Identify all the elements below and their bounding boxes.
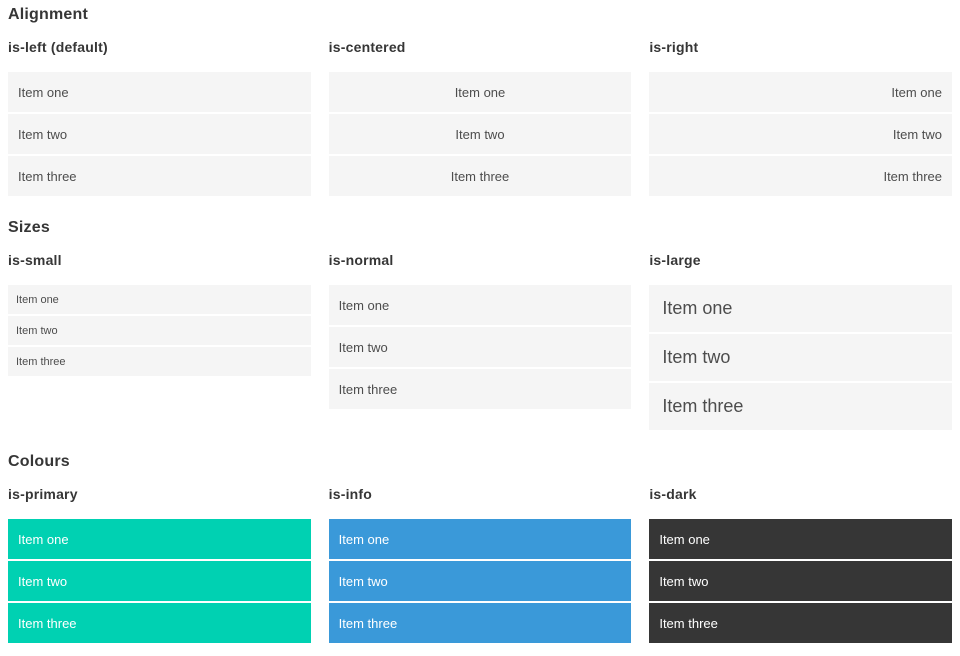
list-item: Item one bbox=[649, 72, 952, 112]
list-is-normal: Item one Item two Item three bbox=[328, 285, 632, 409]
list-group-is-normal: is-normal Item one Item two Item three bbox=[328, 252, 632, 409]
list-item: Item one bbox=[328, 72, 632, 112]
list-item: Item two bbox=[8, 561, 311, 601]
list-item: Item two bbox=[649, 334, 952, 381]
list-group-is-centered: is-centered Item one Item two Item three bbox=[328, 39, 632, 196]
group-title: is-info bbox=[328, 486, 373, 502]
list-item: Item three bbox=[328, 369, 632, 409]
list-item: Item one bbox=[8, 285, 311, 314]
alignment-grid: is-left (default) Item one Item two Item… bbox=[8, 39, 952, 196]
list-item: Item two bbox=[328, 561, 632, 601]
sizes-grid: is-small Item one Item two Item three is… bbox=[8, 252, 952, 430]
list-item: Item one bbox=[328, 285, 632, 325]
group-title: is-dark bbox=[649, 486, 697, 502]
list-is-left: Item one Item two Item three bbox=[8, 72, 311, 196]
list-item: Item two bbox=[649, 114, 952, 154]
group-title: is-primary bbox=[8, 486, 78, 502]
list-group-is-info: is-info Item one Item two Item three bbox=[328, 486, 632, 643]
list-item: Item two bbox=[328, 327, 632, 367]
list-is-right: Item one Item two Item three bbox=[649, 72, 952, 196]
list-item: Item two bbox=[328, 114, 632, 154]
group-title: is-centered bbox=[328, 39, 406, 55]
section-sizes: Sizes is-small Item one Item two Item th… bbox=[8, 218, 952, 430]
list-item: Item three bbox=[8, 156, 311, 196]
list-item: Item one bbox=[8, 72, 311, 112]
list-is-dark: Item one Item two Item three bbox=[649, 519, 952, 643]
list-item: Item three bbox=[649, 603, 952, 643]
list-item: Item two bbox=[649, 561, 952, 601]
list-item: Item three bbox=[649, 156, 952, 196]
colours-grid: is-primary Item one Item two Item three … bbox=[8, 486, 952, 643]
list-item: Item one bbox=[649, 285, 952, 332]
list-group-is-small: is-small Item one Item two Item three bbox=[8, 252, 311, 376]
list-is-large: Item one Item two Item three bbox=[649, 285, 952, 430]
list-group-is-right: is-right Item one Item two Item three bbox=[649, 39, 952, 196]
section-title: Sizes bbox=[8, 219, 50, 236]
list-group-is-primary: is-primary Item one Item two Item three bbox=[8, 486, 311, 643]
list-item: Item one bbox=[8, 519, 311, 559]
section-title: Colours bbox=[8, 453, 70, 470]
list-is-info: Item one Item two Item three bbox=[328, 519, 632, 643]
list-is-centered: Item one Item two Item three bbox=[328, 72, 632, 196]
list-is-primary: Item one Item two Item three bbox=[8, 519, 311, 643]
list-item: Item one bbox=[649, 519, 952, 559]
group-title: is-small bbox=[8, 252, 62, 268]
list-item: Item three bbox=[8, 603, 311, 643]
list-group-is-dark: is-dark Item one Item two Item three bbox=[649, 486, 952, 643]
group-title: is-large bbox=[649, 252, 701, 268]
group-title: is-left (default) bbox=[8, 39, 108, 55]
list-group-is-left: is-left (default) Item one Item two Item… bbox=[8, 39, 311, 196]
list-item: Item three bbox=[8, 347, 311, 376]
section-title: Alignment bbox=[8, 6, 89, 23]
page: Alignment is-left (default) Item one Ite… bbox=[8, 5, 952, 643]
list-is-small: Item one Item two Item three bbox=[8, 285, 311, 376]
group-title: is-normal bbox=[328, 252, 394, 268]
list-group-is-large: is-large Item one Item two Item three bbox=[649, 252, 952, 430]
list-item: Item two bbox=[8, 114, 311, 154]
section-colours: Colours is-primary Item one Item two Ite… bbox=[8, 452, 952, 643]
group-title: is-right bbox=[649, 39, 699, 55]
list-item: Item two bbox=[8, 316, 311, 345]
section-alignment: Alignment is-left (default) Item one Ite… bbox=[8, 5, 952, 196]
list-item: Item three bbox=[649, 383, 952, 430]
list-item: Item three bbox=[328, 603, 632, 643]
list-item: Item three bbox=[328, 156, 632, 196]
list-item: Item one bbox=[328, 519, 632, 559]
